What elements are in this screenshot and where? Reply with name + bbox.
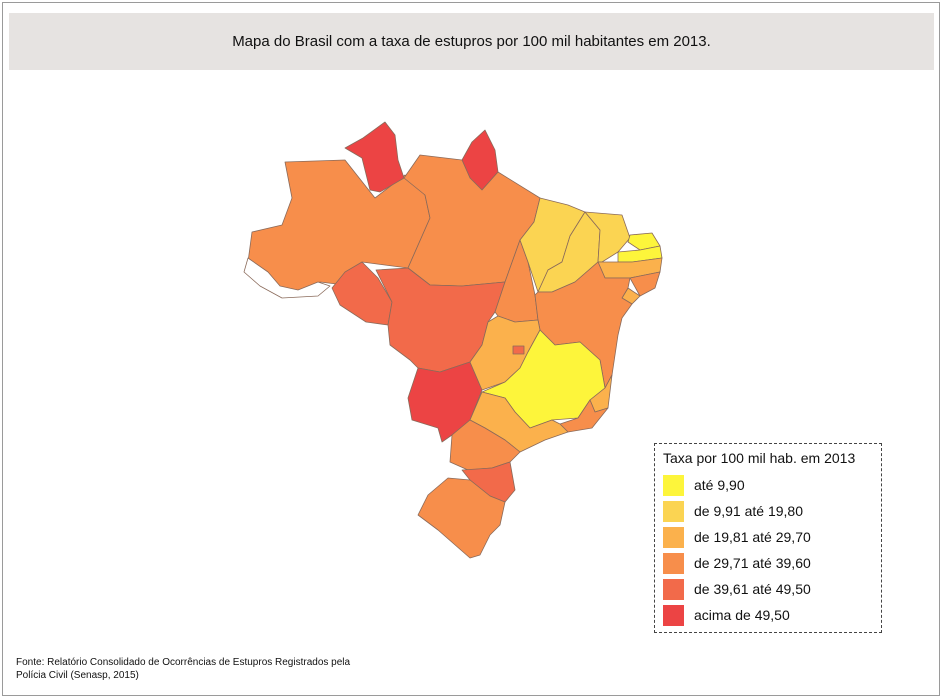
legend-swatch: [663, 526, 684, 548]
legend-swatch: [663, 552, 684, 574]
source-note: Fonte: Relatório Consolidado de Ocorrênc…: [16, 656, 350, 682]
legend-swatch: [663, 604, 684, 626]
state-ceara: [584, 211, 631, 263]
legend-swatch: [663, 500, 684, 522]
legend-item: de 29,71 até 39,60: [663, 550, 873, 576]
state-rio-grande-do-sul: [417, 477, 506, 559]
legend-item: de 19,81 até 29,70: [663, 524, 873, 550]
source-line: Polícia Civil (Senasp, 2015): [16, 670, 139, 681]
state-acre: [243, 257, 331, 299]
state-roraima: [344, 121, 405, 193]
legend-label: acima de 49,50: [694, 607, 790, 623]
map-title: Mapa do Brasil com a taxa de estupros po…: [232, 33, 711, 50]
map-legend: Taxa por 100 mil hab. em 2013 até 9,90 d…: [654, 443, 882, 633]
legend-label: de 9,91 até 19,80: [694, 503, 803, 519]
legend-label: até 9,90: [694, 477, 745, 493]
legend-item: até 9,90: [663, 472, 873, 498]
state-parana: [449, 419, 521, 471]
legend-item: de 9,91 até 19,80: [663, 498, 873, 524]
legend-swatch: [663, 474, 684, 496]
source-line: Fonte: Relatório Consolidado de Ocorrênc…: [16, 657, 351, 668]
legend-label: de 39,61 até 49,50: [694, 581, 811, 597]
legend-label: de 29,71 até 39,60: [694, 555, 811, 571]
title-bar: Mapa do Brasil com a taxa de estupros po…: [9, 13, 934, 70]
legend-label: de 19,81 até 29,70: [694, 529, 811, 545]
legend-item: acima de 49,50: [663, 602, 873, 628]
state-distrito-federal: [512, 345, 525, 355]
legend-item: de 39,61 até 49,50: [663, 576, 873, 602]
state-alagoas: [629, 271, 661, 297]
legend-title: Taxa por 100 mil hab. em 2013: [663, 450, 856, 466]
legend-swatch: [663, 578, 684, 600]
